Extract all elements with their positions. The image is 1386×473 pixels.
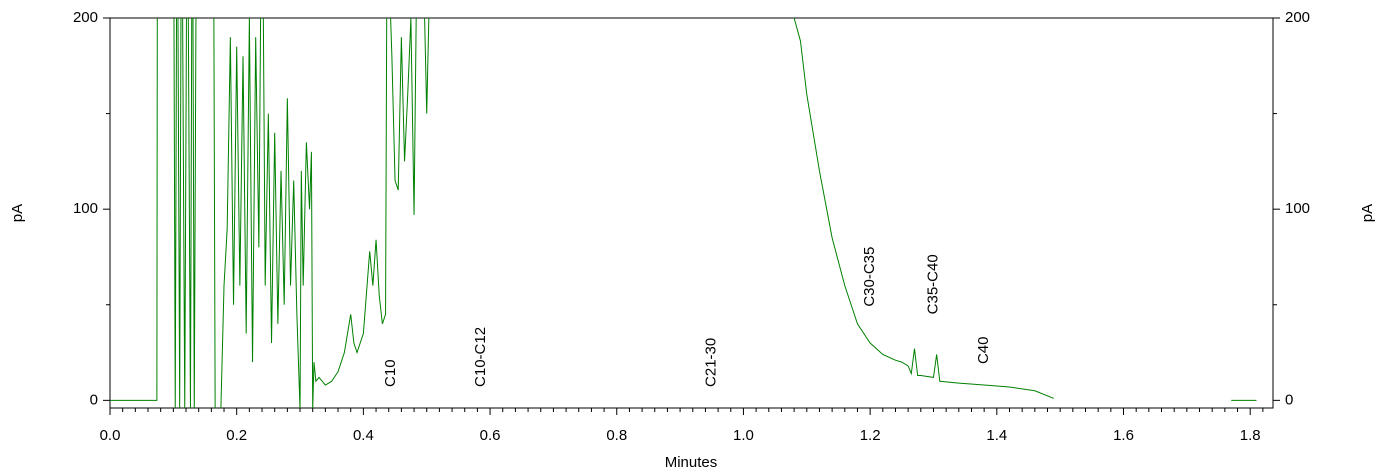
y-tick-label: 0 — [90, 391, 98, 408]
plot-frame — [109, 17, 1274, 409]
peak-annotation: C40 — [975, 336, 992, 364]
x-tick-label: 0.2 — [226, 427, 247, 444]
y-tick-label: 200 — [73, 9, 98, 26]
peak-annotation: C10-C12 — [472, 327, 489, 387]
x-axis-label: Minutes — [665, 454, 718, 471]
x-tick-label: 1.4 — [986, 427, 1007, 444]
peak-annotation: C21-30 — [703, 338, 720, 387]
x-tick-label: 0.4 — [353, 427, 374, 444]
peak-annotation: C10 — [382, 359, 399, 387]
x-tick-label: 0.0 — [100, 427, 121, 444]
x-tick-label: 1.8 — [1240, 427, 1261, 444]
x-tick-label: 0.6 — [480, 427, 501, 444]
y-axis-label: pA — [9, 204, 26, 222]
y-tick-label: 100 — [73, 200, 98, 217]
x-tick-label: 1.0 — [733, 427, 754, 444]
y2-tick-label: 100 — [1285, 200, 1310, 217]
y2-axis-label: pA — [1359, 204, 1376, 222]
x-tick-label: 0.8 — [606, 427, 627, 444]
x-tick-label: 1.2 — [860, 427, 881, 444]
signal-line — [110, 18, 1257, 408]
y2-tick-label: 0 — [1285, 391, 1293, 408]
peak-annotation: C35-C40 — [924, 254, 941, 314]
peak-annotation: C30-C35 — [861, 247, 878, 307]
x-tick-label: 1.6 — [1113, 427, 1134, 444]
y2-tick-label: 200 — [1285, 9, 1310, 26]
